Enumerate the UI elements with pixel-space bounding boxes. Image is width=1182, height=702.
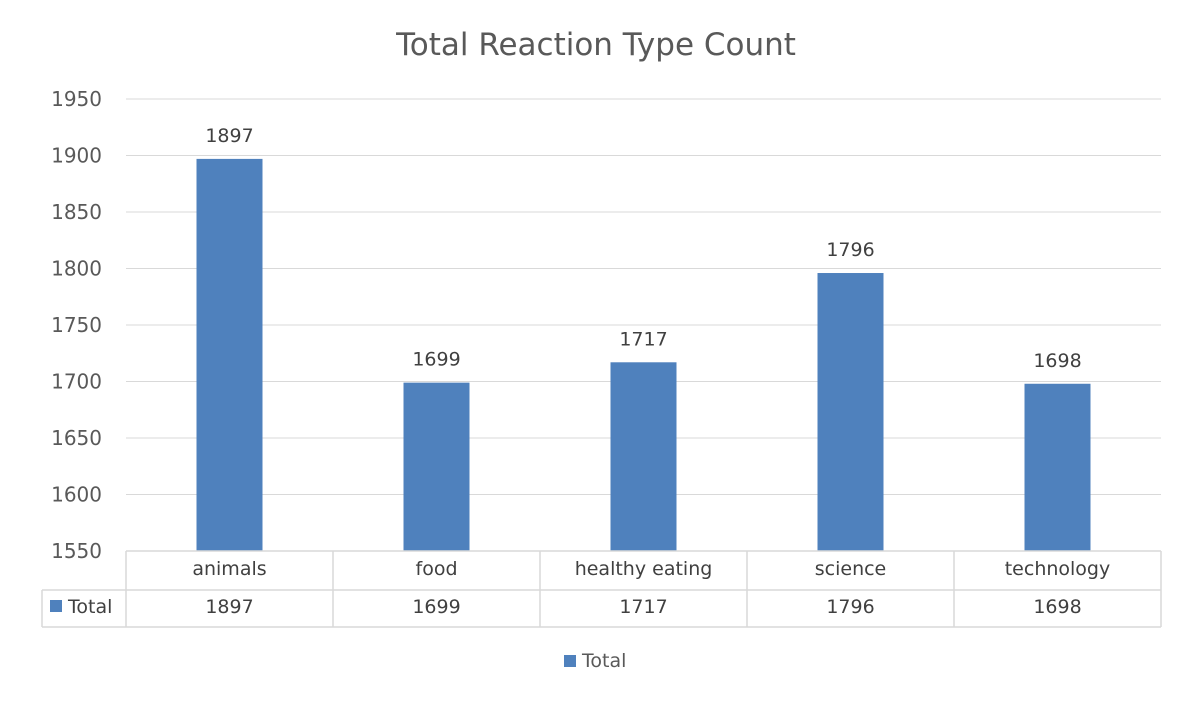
bar (1024, 383, 1091, 551)
category-label: animals (192, 558, 266, 580)
category-label: healthy eating (575, 558, 713, 580)
category-label: technology (1005, 558, 1111, 580)
category-label: food (416, 558, 458, 580)
legend: Total (564, 650, 626, 672)
y-tick-label: 1800 (51, 257, 102, 281)
data-label: 1796 (826, 239, 874, 261)
bar (817, 273, 884, 551)
data-label: 1698 (1033, 350, 1081, 372)
table-value: 1897 (205, 596, 253, 618)
table-value: 1796 (826, 596, 874, 618)
data-label: 1699 (412, 349, 460, 371)
bar (196, 158, 263, 551)
legend-label: Total (581, 650, 626, 672)
table-value: 1699 (412, 596, 460, 618)
table-value: 1698 (1033, 596, 1081, 618)
table-value: 1717 (619, 596, 667, 618)
y-tick-label: 1600 (51, 483, 102, 507)
bar (403, 382, 470, 551)
data-table: animals 1897 food 1699 healthy eating 1717 sci… (41, 550, 1162, 628)
legend-swatch (564, 655, 576, 667)
table-series-swatch (50, 600, 62, 612)
gridlines (126, 98, 1161, 552)
category-label: science (815, 558, 887, 580)
y-tick-label: 1900 (51, 144, 102, 168)
y-axis: 1550 1600 1650 1700 1750 1800 1850 1900 1950 (51, 87, 102, 563)
bar-series (196, 158, 1091, 551)
table-series-name: Total (67, 596, 112, 618)
chart-title: Total Reaction Type Count (395, 27, 796, 63)
y-tick-label: 1700 (51, 370, 102, 394)
y-tick-label: 1550 (51, 539, 102, 563)
y-tick-label: 1950 (51, 87, 102, 111)
y-tick-label: 1850 (51, 200, 102, 224)
bar (610, 362, 677, 551)
data-label: 1897 (205, 125, 253, 147)
y-tick-label: 1750 (51, 313, 102, 337)
data-labels: 1897 1699 1717 1796 1698 (205, 125, 1081, 372)
data-label: 1717 (619, 328, 667, 350)
y-tick-label: 1650 (51, 426, 102, 450)
